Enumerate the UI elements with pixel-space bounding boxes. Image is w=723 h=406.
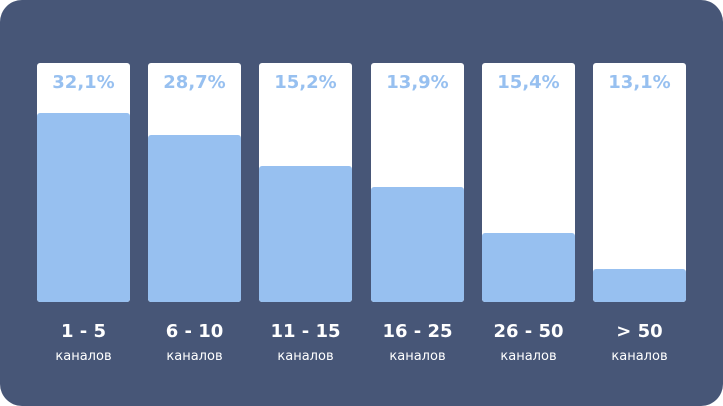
category-label: 6 - 10 <box>166 321 224 342</box>
category-unit-label: каналов <box>611 349 667 364</box>
data-label: 32,1% <box>52 72 114 93</box>
data-label: 28,7% <box>163 72 225 93</box>
bar <box>259 166 352 302</box>
category-unit-label: каналов <box>55 349 111 364</box>
category-unit-label: каналов <box>166 349 222 364</box>
bar <box>593 269 686 302</box>
category-unit-label: каналов <box>277 349 333 364</box>
data-label: 15,4% <box>497 72 559 93</box>
category-label: 11 - 15 <box>270 321 340 342</box>
bar <box>371 187 464 302</box>
data-label: 13,1% <box>608 72 670 93</box>
category-unit-label: каналов <box>500 349 556 364</box>
category-label: 16 - 25 <box>382 321 452 342</box>
bar-track <box>593 63 686 302</box>
bar <box>148 135 241 302</box>
category-label: > 50 <box>616 321 662 342</box>
category-label: 1 - 5 <box>61 321 106 342</box>
bar <box>482 233 575 302</box>
category-unit-label: каналов <box>389 349 445 364</box>
category-label: 26 - 50 <box>493 321 563 342</box>
bar <box>37 113 130 302</box>
data-label: 13,9% <box>386 72 448 93</box>
data-label: 15,2% <box>274 72 336 93</box>
